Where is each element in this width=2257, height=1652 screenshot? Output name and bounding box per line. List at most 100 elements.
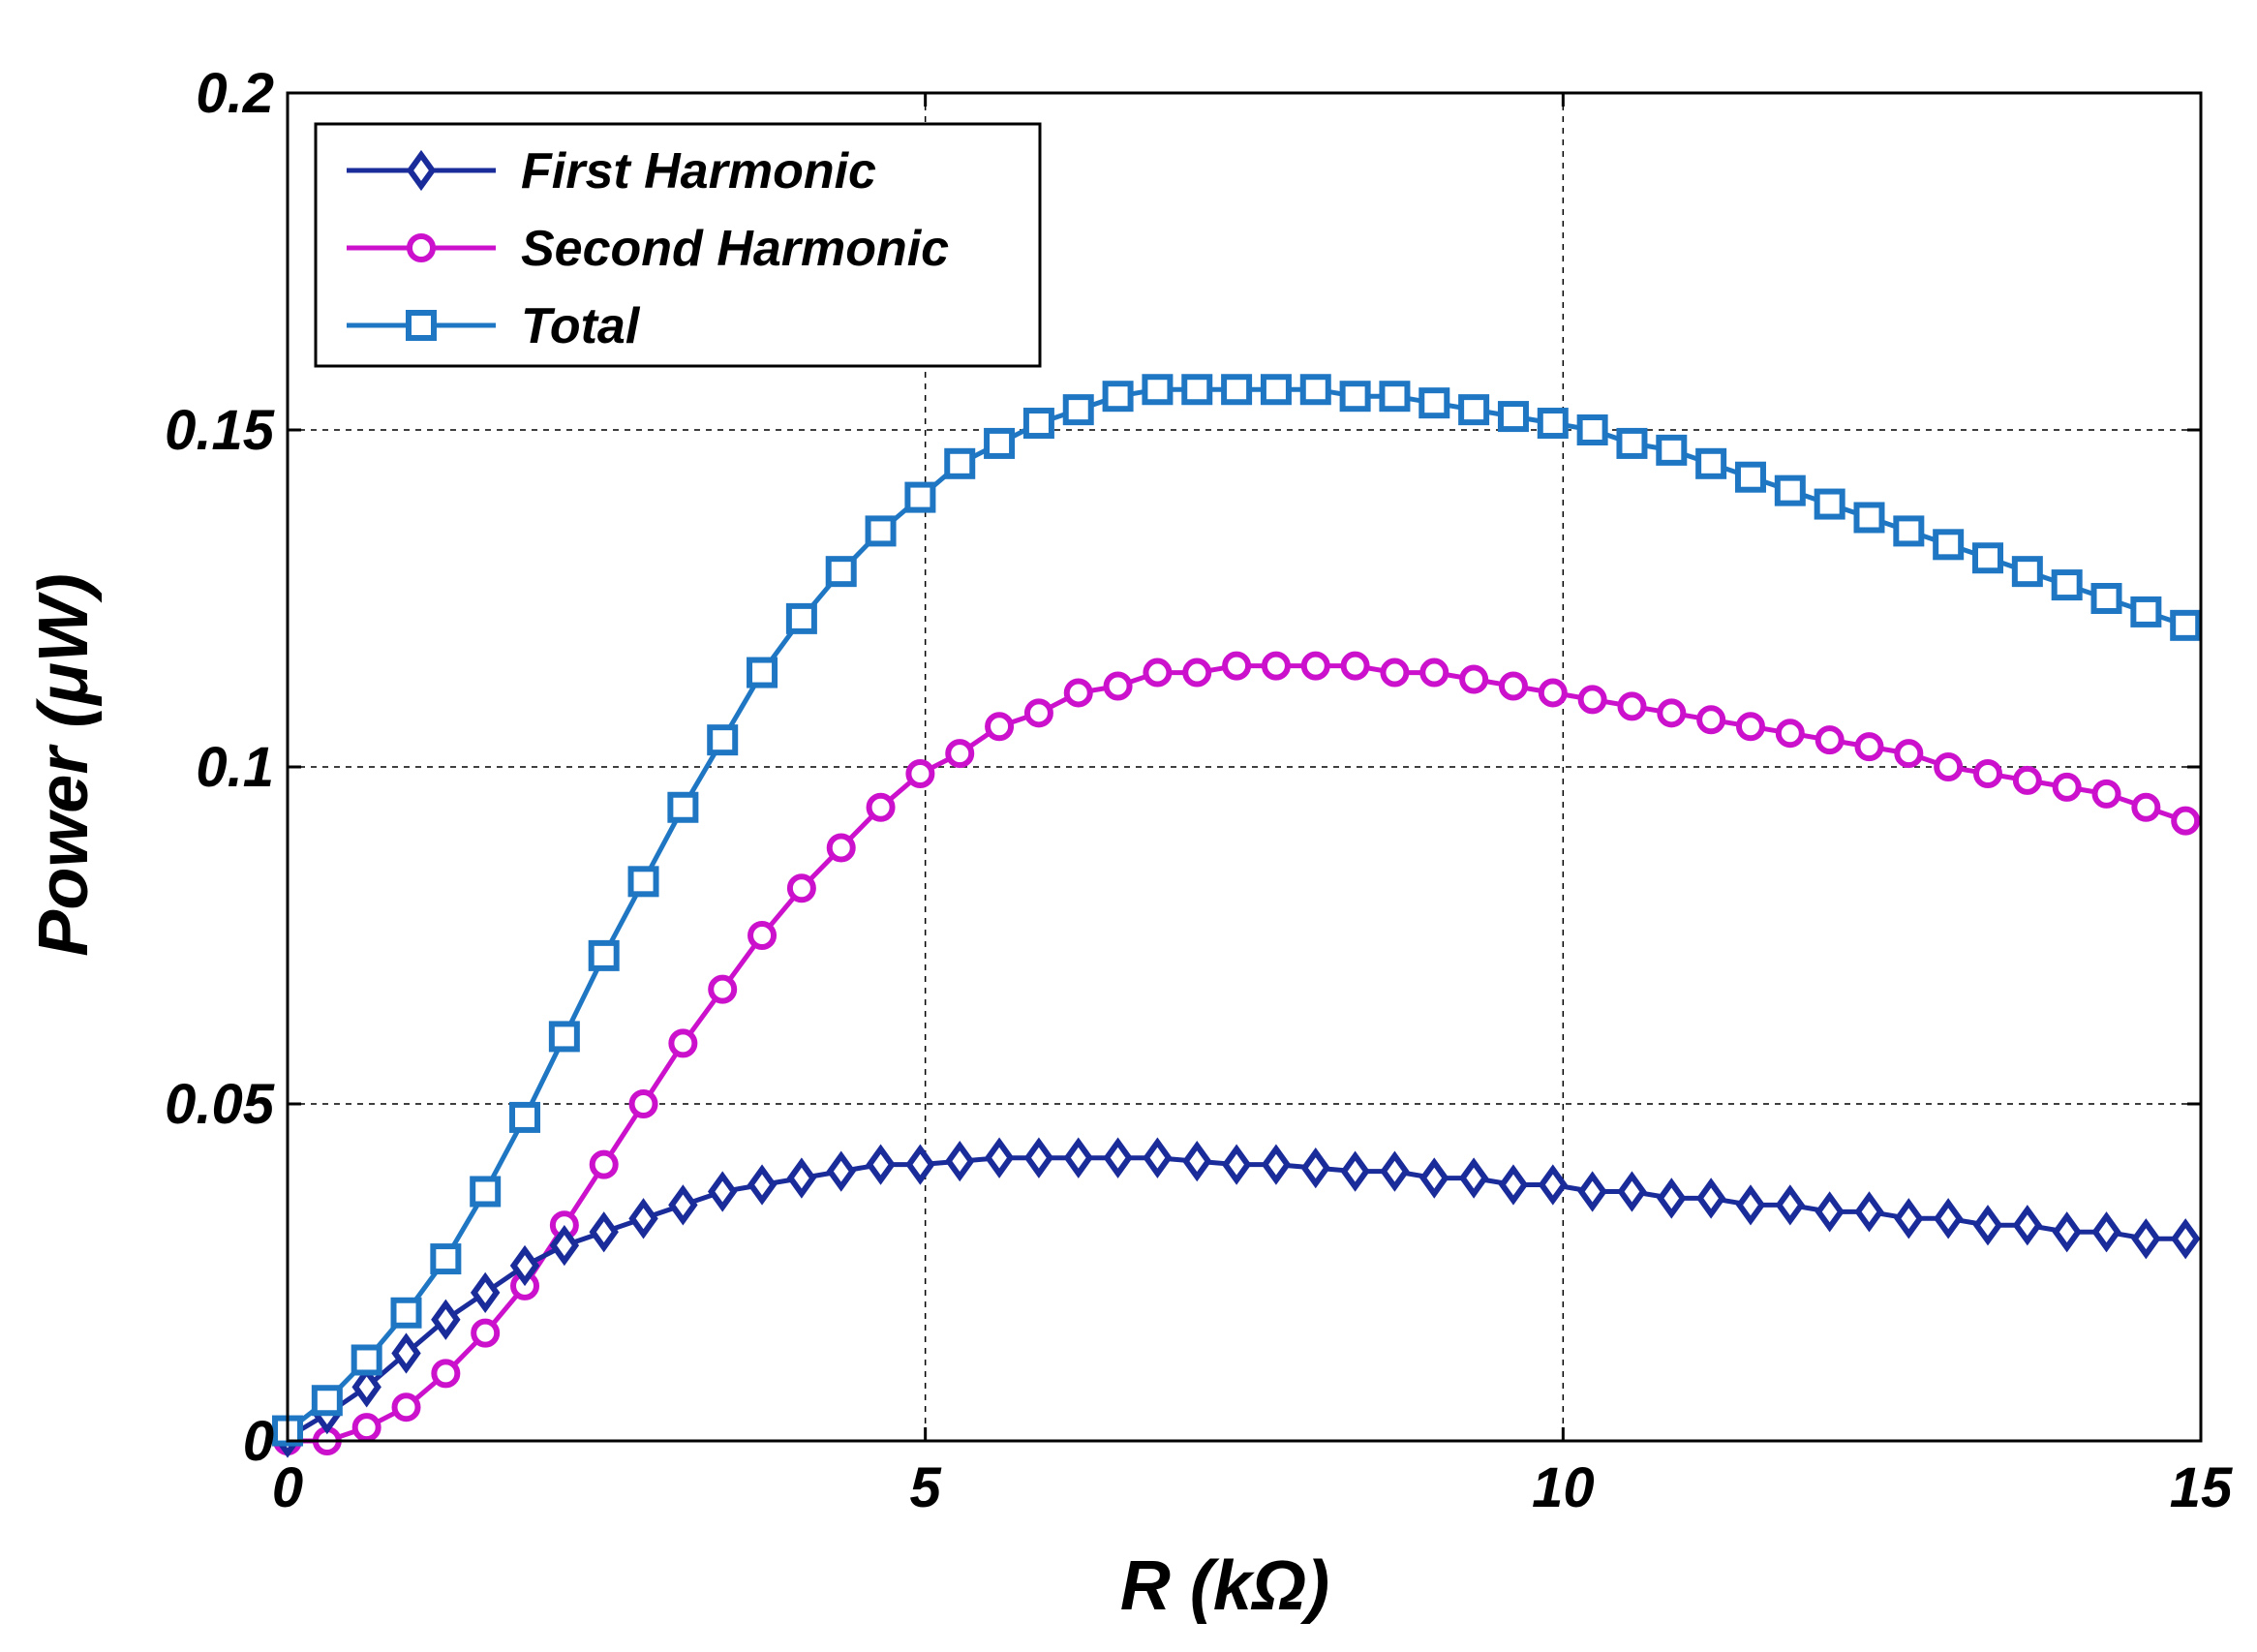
series-layer xyxy=(272,374,2202,1458)
data-point-second-harmonic xyxy=(1617,691,1647,721)
data-point-first-harmonic xyxy=(1221,1144,1252,1185)
legend-label-first-harmonic: First Harmonic xyxy=(521,143,876,199)
data-point-total xyxy=(747,657,778,688)
ticks: 0 5 10 15 0 0.05 0.1 0.15 0.2 xyxy=(165,62,2233,1519)
data-point-second-harmonic xyxy=(1854,732,1884,762)
data-point-second-harmonic xyxy=(391,1392,421,1423)
data-point-total xyxy=(2051,569,2083,601)
data-point-second-harmonic xyxy=(1143,658,1173,688)
data-point-first-harmonic xyxy=(549,1225,580,1267)
data-point-first-harmonic xyxy=(707,1171,738,1212)
data-point-second-harmonic xyxy=(985,712,1015,742)
x-tick-label: 5 xyxy=(910,1456,942,1519)
data-point-total xyxy=(1142,374,1174,406)
data-point-second-harmonic xyxy=(826,833,856,863)
data-point-total xyxy=(1260,374,1292,406)
data-point-second-harmonic xyxy=(1815,725,1845,755)
legend-entry-first-harmonic: First Harmonic xyxy=(347,143,876,199)
data-point-first-harmonic xyxy=(1182,1141,1212,1182)
x-tick-label: 10 xyxy=(1532,1456,1595,1519)
data-point-total xyxy=(1734,461,1766,493)
legend-entry-second-harmonic: Second Harmonic xyxy=(347,221,949,277)
data-point-second-harmonic xyxy=(668,1028,698,1058)
data-point-total xyxy=(1853,502,1885,534)
data-point-first-harmonic xyxy=(1458,1157,1489,1199)
data-point-first-harmonic xyxy=(2170,1218,2201,1260)
data-point-total xyxy=(667,791,699,823)
data-point-total xyxy=(1972,542,2004,574)
data-point-total xyxy=(311,1385,343,1417)
data-point-total xyxy=(944,447,976,479)
data-point-first-harmonic xyxy=(2131,1218,2161,1260)
data-point-total xyxy=(1339,381,1371,413)
series-total xyxy=(272,374,2202,1447)
legend-label-second-harmonic: Second Harmonic xyxy=(521,221,949,277)
data-point-total xyxy=(1893,515,1925,547)
data-point-first-harmonic xyxy=(1143,1137,1173,1178)
data-point-total xyxy=(2011,556,2043,588)
data-point-first-harmonic xyxy=(1894,1198,1924,1239)
data-point-total xyxy=(351,1344,382,1376)
data-point-total xyxy=(2130,596,2162,627)
data-point-first-harmonic xyxy=(1577,1171,1607,1212)
data-point-first-harmonic xyxy=(1538,1164,1569,1206)
data-point-first-harmonic xyxy=(1735,1184,1766,1226)
data-point-total xyxy=(904,481,936,513)
data-point-total xyxy=(390,1297,422,1329)
data-point-first-harmonic xyxy=(2091,1211,2121,1253)
data-point-second-harmonic xyxy=(2091,779,2121,809)
data-point-second-harmonic xyxy=(1696,705,1726,735)
data-point-second-harmonic xyxy=(1419,658,1449,688)
data-point-first-harmonic xyxy=(1498,1164,1529,1206)
data-point-first-harmonic xyxy=(351,1366,381,1408)
data-point-first-harmonic xyxy=(1103,1137,1133,1178)
data-point-total xyxy=(1695,447,1727,479)
data-point-first-harmonic xyxy=(1854,1191,1884,1233)
data-point-second-harmonic xyxy=(1538,678,1568,708)
data-point-total xyxy=(1656,434,1688,466)
data-point-first-harmonic xyxy=(786,1157,817,1199)
data-point-second-harmonic xyxy=(905,758,935,788)
data-point-first-harmonic xyxy=(628,1198,658,1239)
data-point-total xyxy=(2090,583,2122,614)
data-point-first-harmonic xyxy=(2052,1211,2082,1253)
data-point-first-harmonic xyxy=(984,1137,1015,1178)
data-point-second-harmonic xyxy=(1498,671,1528,701)
data-point-total xyxy=(509,1101,541,1133)
data-point-total xyxy=(707,724,739,756)
data-point-total xyxy=(627,866,659,898)
data-point-first-harmonic xyxy=(1261,1144,1292,1185)
series-second-harmonic xyxy=(273,651,2201,1455)
data-point-second-harmonic xyxy=(747,921,778,950)
data-point-first-harmonic xyxy=(747,1164,778,1206)
data-point-first-harmonic xyxy=(1380,1150,1410,1192)
data-point-total xyxy=(470,1176,502,1208)
data-point-second-harmonic xyxy=(1894,739,1924,769)
data-point-second-harmonic xyxy=(1657,698,1687,728)
data-point-second-harmonic xyxy=(2131,792,2161,822)
data-point-second-harmonic xyxy=(2012,765,2042,795)
data-point-second-harmonic xyxy=(1775,719,1805,749)
data-point-total xyxy=(1062,394,1094,426)
data-point-total xyxy=(548,1021,580,1053)
legend-entries: First Harmonic Second Harmonic Total xyxy=(347,143,949,354)
data-point-total xyxy=(1576,414,1608,445)
data-point-first-harmonic xyxy=(509,1244,540,1287)
data-point-second-harmonic xyxy=(866,792,896,822)
y-tick-label: 0.2 xyxy=(196,62,274,125)
data-point-second-harmonic xyxy=(786,873,816,903)
data-point-second-harmonic xyxy=(1973,758,2003,788)
legend-marker-second-harmonic xyxy=(407,233,436,262)
data-point-total xyxy=(1299,374,1331,406)
data-point-first-harmonic xyxy=(1775,1184,1806,1226)
data-point-total xyxy=(865,515,897,547)
data-point-second-harmonic xyxy=(1380,658,1410,688)
legend-marker-total xyxy=(406,310,437,341)
x-axis-title: R (kΩ) xyxy=(1120,1547,1329,1625)
data-point-total xyxy=(785,602,817,634)
data-point-second-harmonic xyxy=(351,1413,381,1443)
y-tick-label: 0.05 xyxy=(165,1073,275,1136)
data-point-second-harmonic xyxy=(2171,806,2201,836)
data-point-second-harmonic xyxy=(1023,698,1053,728)
data-point-total xyxy=(1458,394,1490,426)
